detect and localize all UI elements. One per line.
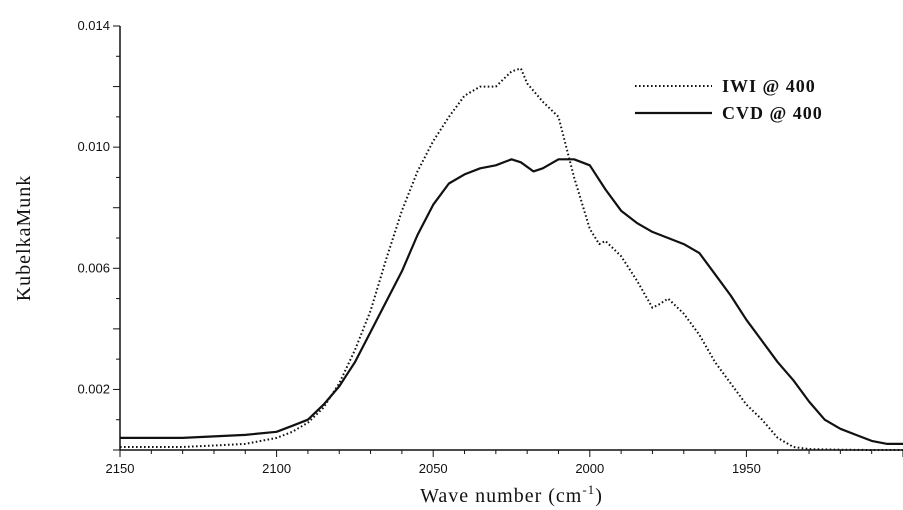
y-axis-label: KubelkaMunk [13, 175, 35, 302]
x-tick-label: 2050 [419, 461, 448, 476]
y-tick-label: 0.010 [77, 139, 110, 154]
x-tick-label: 2100 [262, 461, 291, 476]
series-line-cvd [120, 158, 903, 445]
x-tick-label: 1950 [732, 461, 761, 476]
legend-label: IWI @ 400 [722, 76, 816, 96]
y-tick-label: 0.014 [77, 18, 110, 33]
series-line-iwi [120, 67, 903, 451]
x-tick-label: 2000 [575, 461, 604, 476]
y-tick-label: 0.002 [77, 381, 110, 396]
x-tick-label: 2150 [106, 461, 135, 476]
x-axis-label-main: Wave number (cm [420, 485, 582, 507]
x-axis-label: Wave number (cm-1) [420, 482, 603, 507]
legend-label: CVD @ 400 [722, 103, 823, 123]
series-layer [120, 67, 903, 451]
x-axis-label-suffix: ) [595, 485, 603, 507]
x-axis-label-superscript: -1 [582, 482, 595, 497]
tick-layer: 2150 2100 2050 2000 1950 0.002 0.006 0.010 0.014 [77, 18, 903, 476]
y-tick-label: 0.006 [77, 260, 110, 275]
legend: IWI @ 400 CVD @ 400 [635, 76, 823, 123]
